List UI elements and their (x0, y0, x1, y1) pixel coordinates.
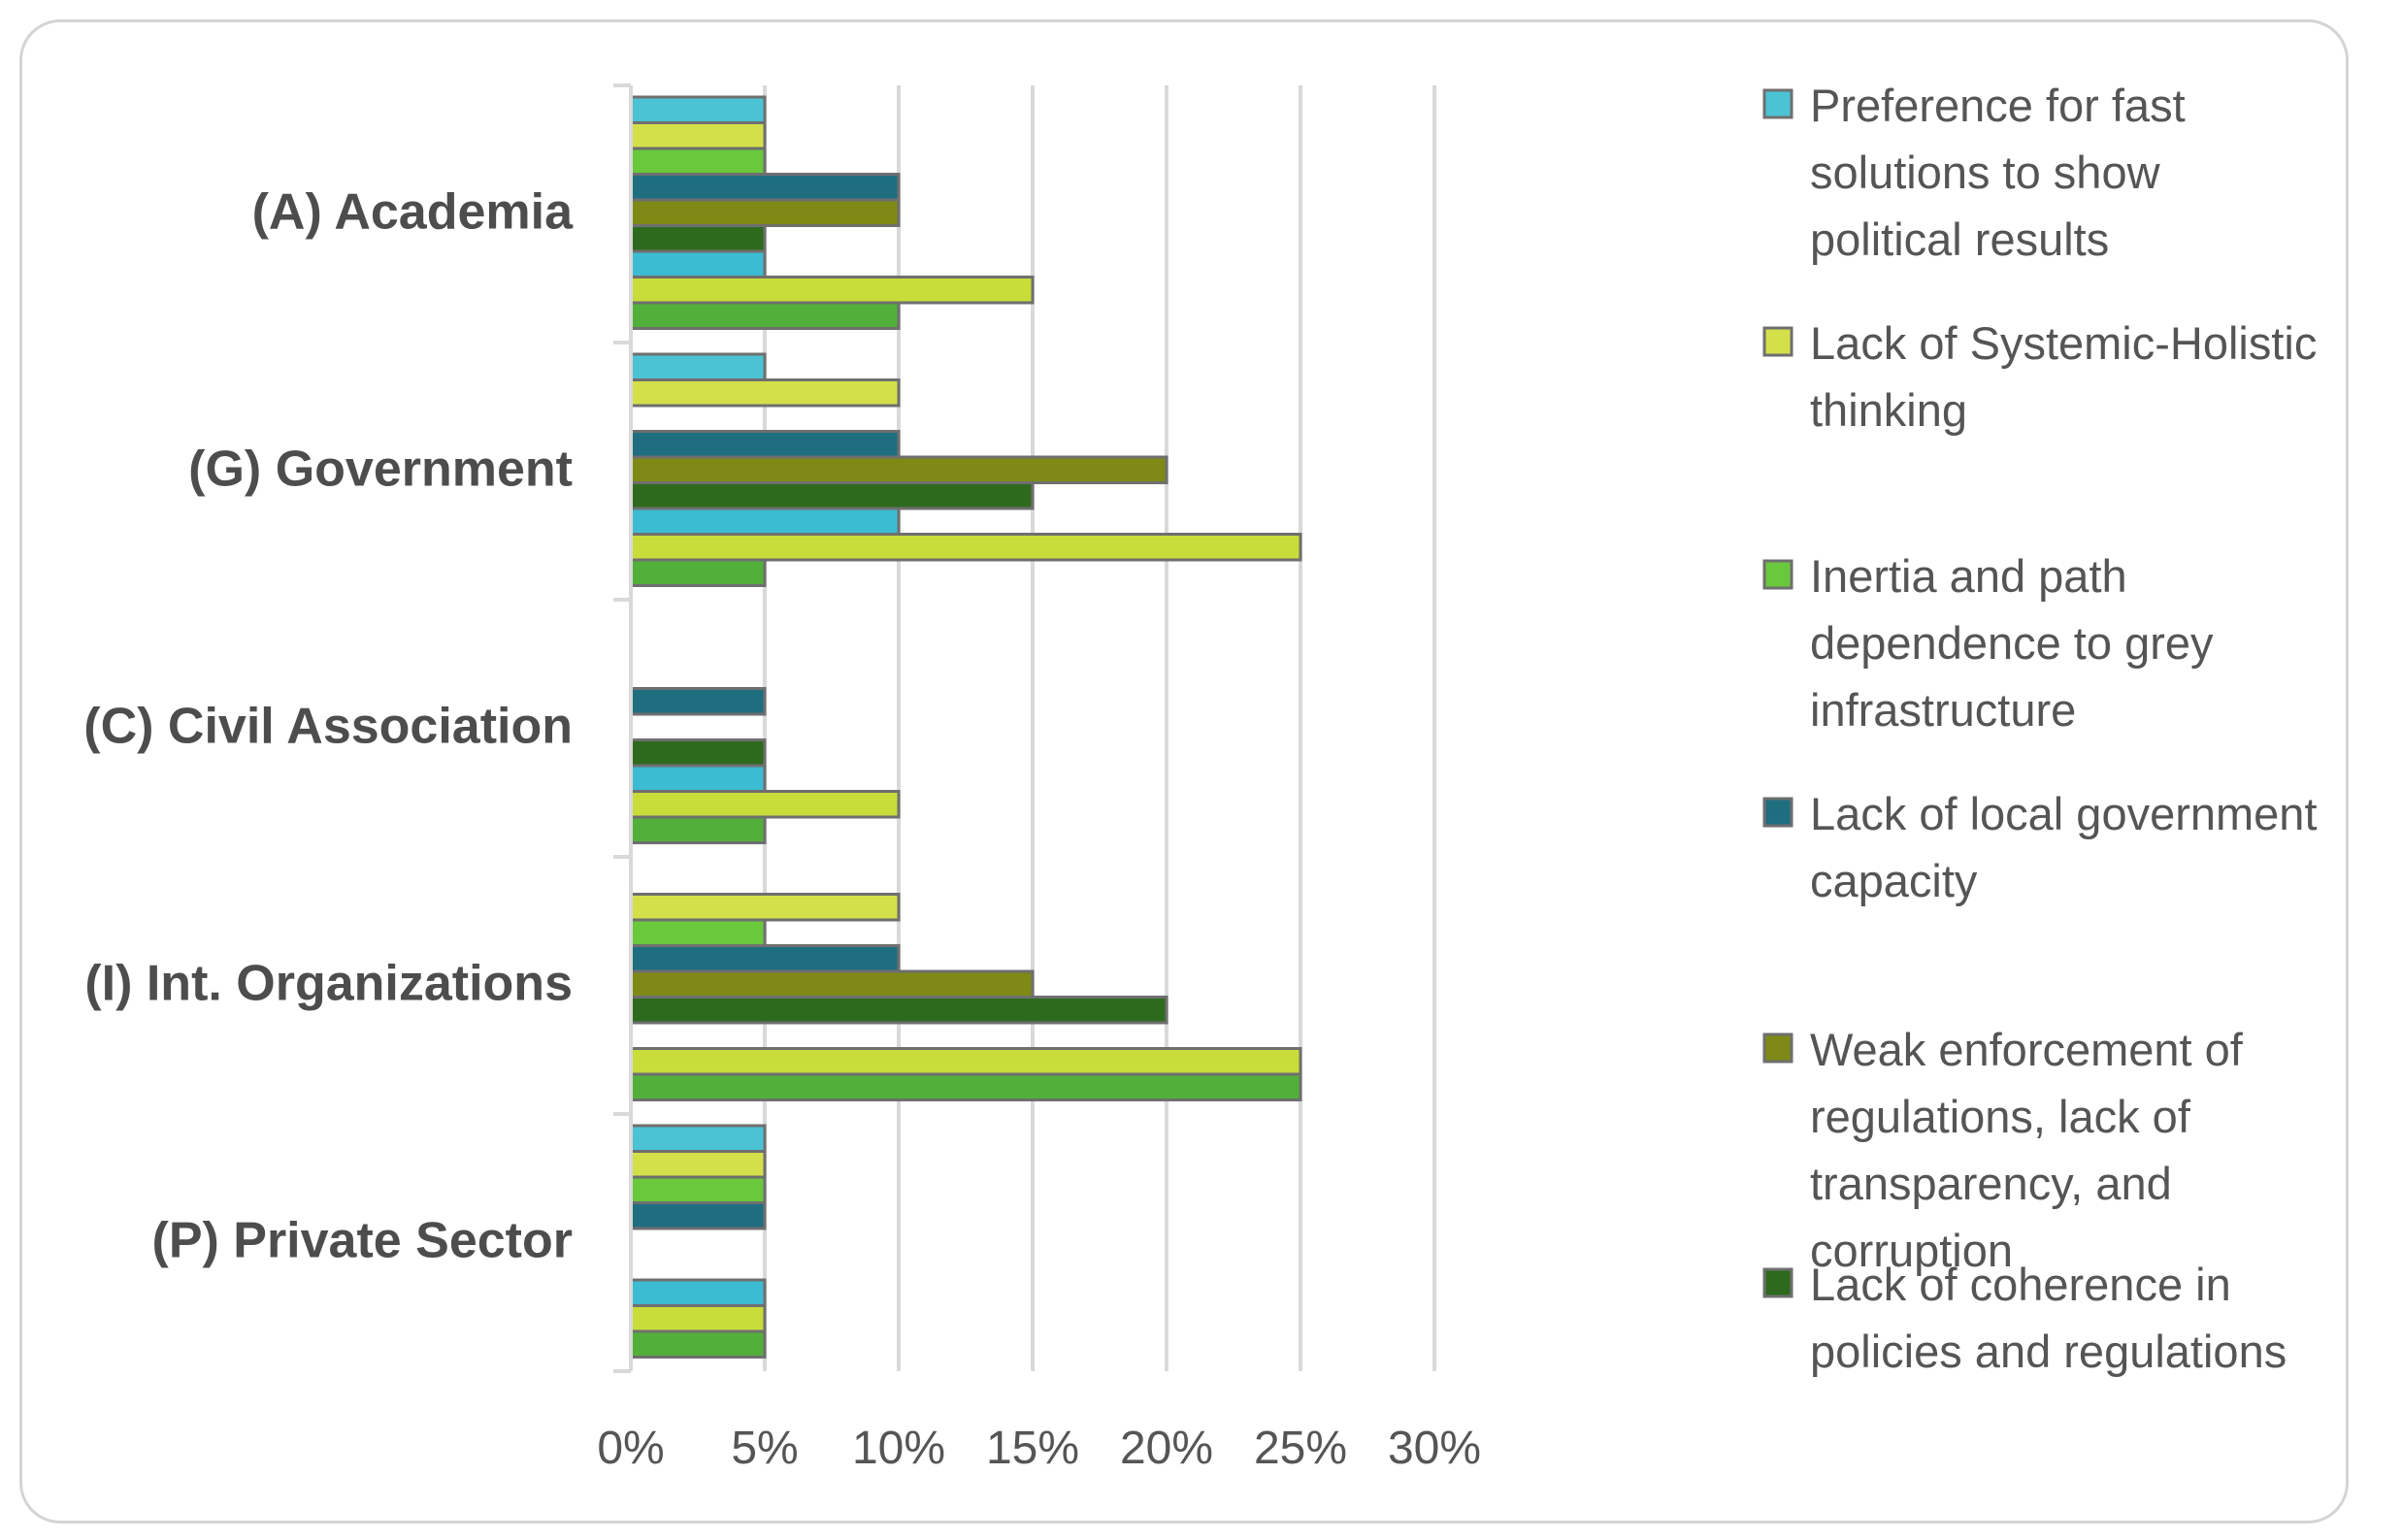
legend-swatch-lack-of-local-government-capacity (1762, 797, 1793, 828)
bar-g-government-preference-for-fast-solutions-to-show-political-results (629, 352, 767, 381)
legend-entry-text: Lack of local government (1810, 788, 2318, 839)
legend-entry-text: policies and regulations (1810, 1326, 2287, 1377)
bar-p-private-sector-inertia-and-path-dependence-to-grey-infrastructure (629, 1175, 767, 1204)
legend-entry-text: thinking (1810, 384, 1967, 436)
bar-c-civil-association-series-8 (629, 790, 901, 819)
bar-g-government-weak-enforcement-of-regulations-lack-of-transparency-and-corruption (629, 455, 1168, 484)
legend-entry-text: corruption (1810, 1225, 2013, 1276)
legend-entry-text: political results (1810, 213, 2109, 265)
bar-g-government-series-8 (629, 533, 1302, 562)
bar-i-int-organizations-series-9 (629, 1072, 1302, 1101)
x-tick-label: 30% (1388, 1423, 1481, 1474)
legend-swatch-lack-of-systemic-holistic-thinking (1762, 326, 1793, 357)
legend-entry-text: Lack of Systemic-Holistic (1810, 317, 2317, 369)
legend-entry-text: dependence to grey (1810, 617, 2214, 669)
legend-entry-text: transparency, and (1810, 1158, 2172, 1209)
legend: Preference for fast solutions to show poli… (1762, 80, 2318, 1377)
bar-p-private-sector-lack-of-local-government-capacity (629, 1201, 767, 1230)
bar-g-government-lack-of-coherence-in-policies-and-regulations (629, 481, 1035, 510)
legend-swatch-lack-of-coherence-in-policies-and-regulations (1762, 1267, 1793, 1298)
bar-c-civil-association-lack-of-local-government-capacity (629, 687, 767, 716)
bar-c-civil-association-series-9 (629, 815, 767, 844)
bar-p-private-sector-preference-for-fast-solutions-to-show-political-results (629, 1124, 767, 1153)
legend-swatch-inertia-and-path-dependence-to-grey-infrastructure (1762, 559, 1793, 590)
legend-entry-text: solutions to show (1810, 147, 2161, 198)
bar-a-academia-preference-for-fast-solutions-to-show-political-results (629, 95, 767, 124)
bar-p-private-sector-lack-of-systemic-holistic-thinking (629, 1150, 767, 1179)
bar-g-government-series-9 (629, 558, 767, 587)
x-tick-label: 15% (986, 1423, 1079, 1474)
legend-entry-text: Weak enforcement of (1810, 1024, 2244, 1075)
legend-swatch-weak-enforcement-of-regulations-lack-of-transparency-and-corruption (1762, 1032, 1793, 1064)
bar-p-private-sector-series-8 (629, 1304, 767, 1333)
bar-a-academia-lack-of-systemic-holistic-thinking (629, 121, 767, 150)
bar-c-civil-association-lack-of-coherence-in-policies-and-regulations (629, 738, 767, 768)
category-label: (I) Int. Organizations (84, 956, 573, 1012)
x-tick-label: 10% (852, 1423, 945, 1474)
axis-labels: 0% 5% 10% 15% 20% 25% 30% (A) Academia (G) Gover… (83, 184, 1481, 1475)
x-tick-label: 20% (1120, 1423, 1213, 1474)
category-label: (C) Civil Association (83, 699, 573, 755)
legend-entry-text: Inertia and path (1810, 550, 2127, 602)
bar-g-government-series-7 (629, 507, 901, 536)
bar-i-int-organizations-lack-of-local-government-capacity (629, 944, 901, 973)
bar-p-private-sector-series-7 (629, 1278, 767, 1307)
bar-a-academia-weak-enforcement-of-regulations-lack-of-transparency-and-corruption (629, 198, 901, 227)
legend-entry-text: infrastructure (1810, 684, 2076, 736)
category-axis (613, 83, 633, 1373)
x-tick-label: 5% (731, 1423, 798, 1474)
bar-i-int-organizations-lack-of-systemic-holistic-thinking (629, 893, 901, 922)
bar-i-int-organizations-weak-enforcement-of-regulations-lack-of-transparency-and-corruption (629, 969, 1035, 999)
legend-swatch-preference-for-fast-solutions-to-show-political-results (1762, 88, 1793, 119)
legend-entry-text: capacity (1810, 855, 1978, 906)
bar-a-academia-series-8 (629, 276, 1035, 305)
legend-entry-text: regulations, lack of (1810, 1091, 2191, 1142)
x-tick-label: 0% (597, 1423, 664, 1474)
bar-g-government-lack-of-systemic-holistic-thinking (629, 378, 901, 408)
category-label: (P) Private Sector (152, 1213, 574, 1269)
bar-g-government-lack-of-local-government-capacity (629, 430, 901, 459)
bar-i-int-organizations-lack-of-coherence-in-policies-and-regulations (629, 996, 1168, 1025)
bar-a-academia-series-9 (629, 301, 901, 330)
chart-frame (19, 19, 2349, 1524)
legend-entry-text: Lack of coherence in (1810, 1259, 2231, 1310)
bars (629, 95, 1302, 1359)
bar-p-private-sector-series-9 (629, 1329, 767, 1359)
x-tick-label: 25% (1254, 1423, 1347, 1474)
bar-a-academia-lack-of-local-government-capacity (629, 173, 901, 202)
category-label: (A) Academia (252, 184, 574, 241)
bar-a-academia-series-7 (629, 249, 767, 279)
bar-i-int-organizations-inertia-and-path-dependence-to-grey-infrastructure (629, 918, 767, 947)
bar-c-civil-association-series-7 (629, 764, 767, 793)
bar-a-academia-inertia-and-path-dependence-to-grey-infrastructure (629, 147, 767, 176)
legend-entry-text: Preference for fast (1810, 80, 2186, 131)
category-label: (G) Government (188, 442, 573, 498)
bar-i-int-organizations-series-8 (629, 1047, 1302, 1076)
bar-a-academia-lack-of-coherence-in-policies-and-regulations (629, 224, 767, 253)
